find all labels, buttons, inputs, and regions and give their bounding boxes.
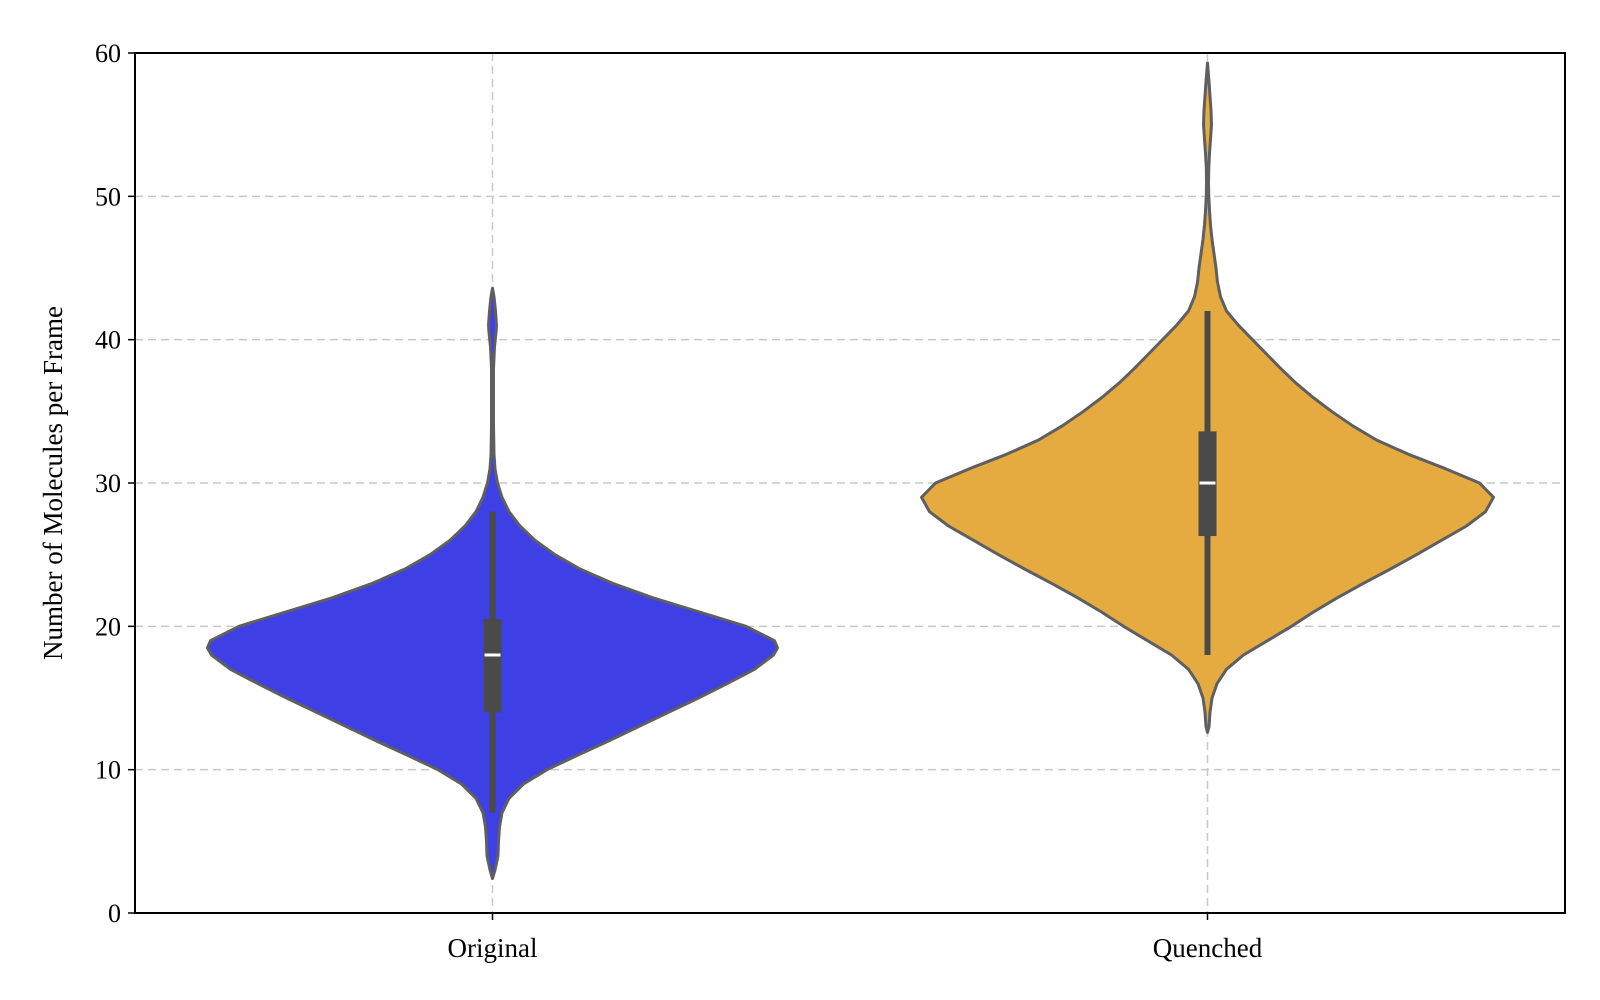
iqr-box-original: [483, 619, 502, 713]
x-tick-label-original: Original: [448, 933, 538, 963]
violin-layer: [206, 61, 1495, 881]
y-tick-label: 10: [95, 756, 121, 785]
y-tick-label: 0: [108, 899, 121, 928]
x-tick-label-quenched: Quenched: [1153, 933, 1263, 963]
tick-layer: 0 10 20 30 40 50 60 Original Quenched: [95, 39, 1263, 963]
y-tick-label: 20: [95, 612, 121, 641]
y-tick-label: 30: [95, 469, 121, 498]
y-tick-label: 50: [95, 182, 121, 211]
y-tick-label: 60: [95, 39, 121, 68]
y-tick-label: 40: [95, 326, 121, 355]
y-axis-label: Number of Molecules per Frame: [38, 306, 68, 660]
